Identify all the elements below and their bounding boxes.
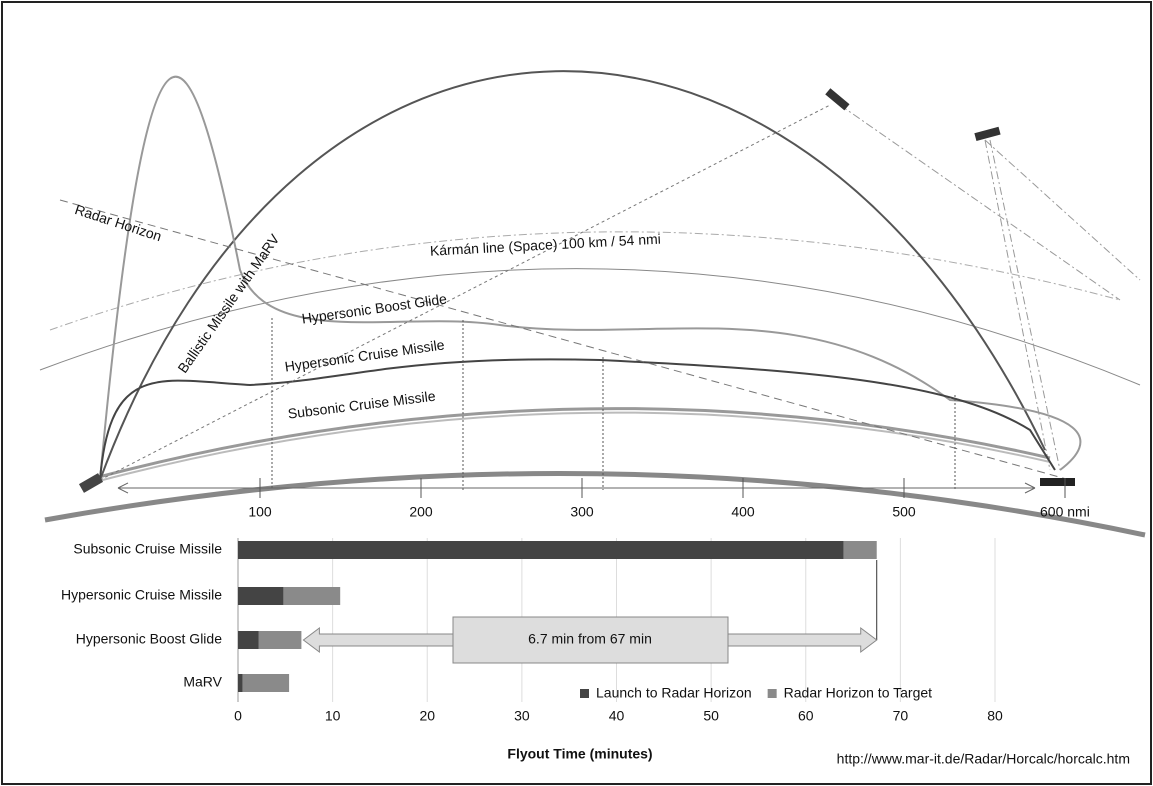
tick-label: 500 — [892, 504, 916, 520]
x-tick-label: 40 — [609, 708, 625, 724]
legend-swatch — [768, 689, 777, 698]
bar — [283, 587, 340, 605]
x-tick-label: 70 — [893, 708, 909, 724]
legend-label: Radar Horizon to Target — [784, 685, 932, 701]
x-tick-label: 80 — [987, 708, 1003, 724]
x-tick-label: 50 — [703, 708, 719, 724]
bar — [243, 674, 289, 692]
legend-swatch — [580, 689, 589, 698]
legend-label: Launch to Radar Horizon — [596, 685, 752, 701]
page: Radar Horizon Kármán line (Space) 100 km… — [0, 0, 1153, 786]
x-tick-label: 10 — [325, 708, 341, 724]
annotation: 6.7 min from 67 min — [528, 631, 652, 647]
ship — [1040, 478, 1075, 486]
tick-label: 300 — [570, 504, 594, 520]
x-tick-label: 20 — [419, 708, 435, 724]
source: http://www.mar-it.de/Radar/Horcalc/horca… — [837, 751, 1130, 767]
y-tick-label: Subsonic Cruise Missile — [73, 541, 222, 557]
tick-label: 600 nmi — [1040, 504, 1090, 520]
x-tick-label: 30 — [514, 708, 530, 724]
bar — [259, 631, 302, 649]
y-tick-label: Hypersonic Cruise Missile — [61, 587, 222, 603]
bar — [238, 631, 259, 649]
x-tick-label: 60 — [798, 708, 814, 724]
bar — [844, 541, 877, 559]
bar — [238, 587, 283, 605]
tick-label: 200 — [409, 504, 433, 520]
x-axis-title: Flyout Time (minutes) — [507, 746, 652, 762]
border — [2, 2, 1151, 784]
y-tick-label: Hypersonic Boost Glide — [76, 631, 223, 647]
tick-label: 100 — [248, 504, 272, 520]
x-tick-label: 0 — [234, 708, 242, 724]
bar — [238, 541, 844, 559]
bar — [238, 674, 243, 692]
tick-label: 400 — [731, 504, 755, 520]
y-tick-label: MaRV — [183, 674, 222, 690]
